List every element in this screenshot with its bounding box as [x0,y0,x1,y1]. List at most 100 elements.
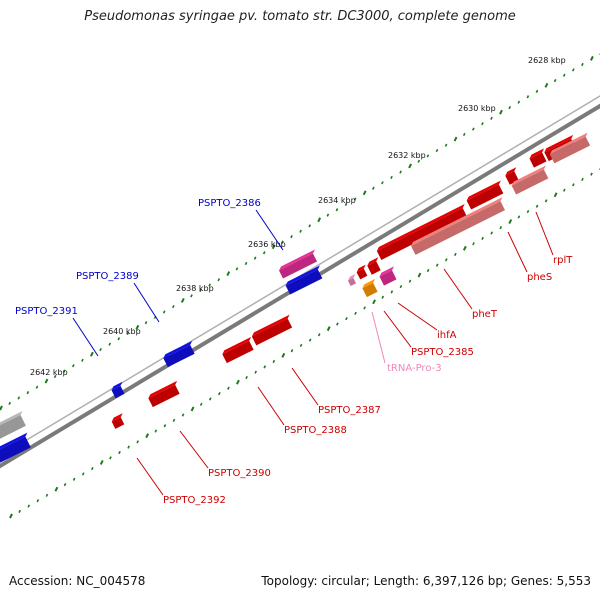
gene-pspto-2387[interactable] [251,318,293,346]
gene-pheT-light[interactable] [411,201,505,255]
outer-scale-tick [381,181,384,185]
outer-scale-tick [472,127,475,131]
gene-label: PSPTO_2387 [318,405,381,416]
gene-pheT-a[interactable] [466,184,504,210]
inner-scale-tick [553,192,558,198]
leader-line [136,457,164,496]
outer-scale-tick [35,385,39,389]
outer-scale-tick [517,100,521,104]
inner-scale-tick [308,338,312,342]
gene-pspto-2388[interactable] [222,340,254,364]
gene-rplT-light[interactable] [549,136,591,164]
gene-pheT-b[interactable] [376,208,468,260]
inner-scale-tick [481,236,484,240]
gene-pspto-2387-top [251,314,290,337]
gene-label: PSPTO_2386 [198,198,261,209]
outer-scale-tick [90,351,94,357]
gene-label: pheS [527,272,552,283]
gene-pheS-a[interactable] [529,152,547,168]
gene-pspto-2390[interactable] [148,384,180,408]
outer-scale-tick [144,321,148,325]
gene-label: PSPTO_2388 [284,425,347,436]
gene-orange[interactable] [362,282,378,298]
inner-scale-tick [54,486,59,492]
outer-scale-tick [344,202,348,206]
leader-line [179,430,209,469]
inner-scale-tick [254,370,257,374]
gene-label: PSPTO_2385 [411,347,474,358]
gene-blue-a-top [285,265,320,286]
inner-scale-tick [290,349,294,353]
gene-grey-left[interactable] [0,415,26,441]
scale-label: 2632 kbp [388,151,426,160]
inner-scale-tick [299,343,303,348]
scale-label: 2642 kbp [30,368,68,377]
leader-line [507,231,528,273]
inner-scale-tick [354,311,357,315]
inner-scale-tick [190,406,195,412]
outer-scale-tick [508,105,512,110]
gene-label: ihfA [437,330,457,341]
gene-pspto-2389[interactable] [163,344,195,368]
gene-pink-small-top [379,266,395,277]
gene-blue-left[interactable] [0,436,31,464]
leader-line [133,282,160,323]
gene-ihfA[interactable] [367,261,381,275]
gene-pink-small[interactable] [379,270,397,286]
outer-scale-tick [417,159,421,163]
gene-pheS-a-top [529,148,545,159]
gene-pspto-2391[interactable] [111,385,125,399]
outer-scale-tick [299,229,302,233]
inner-scale-tick [45,493,49,497]
outer-scale-tick [135,324,140,330]
gene-pspto-2389-top [163,340,193,359]
outer-scale-tick [8,401,12,405]
inner-scale-tick [227,386,230,390]
outer-scale-tick [81,358,84,362]
gene-pspto-2391-top [111,381,123,391]
inner-scale-tick [163,424,167,428]
inner-scale-tick [408,279,412,283]
outer-scale-tick [162,310,166,314]
inner-scale-tick [572,183,575,187]
outer-scale-tick [408,163,412,169]
outer-scale-tick [308,224,312,228]
gene-blue-a[interactable] [285,269,323,295]
leader-line [397,302,438,331]
gene-pheT-b-top [376,204,465,251]
inner-scale-tick [326,326,331,332]
gene-pspto-2385[interactable] [356,268,368,280]
outer-scale-tick [326,213,330,217]
scale-label: 2638 kbp [176,284,214,293]
inner-scale-tick [99,460,104,465]
outer-scale-tick [190,294,193,298]
outer-scale-tick [253,256,257,260]
gene-pspto-2392[interactable] [111,417,125,429]
inner-scale-tick [590,172,593,176]
inner-scale-tick [363,306,366,310]
outer-scale-tick [490,116,493,120]
outer-scale-tick [244,261,248,266]
outer-scale-tick [180,297,185,303]
leader-line [257,386,285,426]
outer-scale-tick [390,175,393,180]
outer-scale-tick [72,364,75,368]
gene-pspto-2386[interactable] [278,253,318,279]
gene-pspto-2385-top [356,264,366,273]
inner-scale-tick [499,226,503,230]
inner-scale-tick [208,397,212,401]
inner-scale-tick [399,284,403,289]
gene-pspto-2386-top [278,249,315,271]
gene-blue-left-top [0,432,28,450]
outer-scale-tick [444,143,448,147]
gene-pheT-light-top [411,197,503,246]
outer-scale-tick [544,82,549,88]
inner-scale-tick [581,177,584,182]
gene-pheS-light[interactable] [511,169,549,195]
outer-scale-tick [590,55,594,61]
outer-scale-tick [208,283,212,287]
gene-trna-pro[interactable] [347,277,357,287]
gene-label: tRNA-Pro-3 [387,363,442,374]
outer-scale-tick [53,374,57,379]
